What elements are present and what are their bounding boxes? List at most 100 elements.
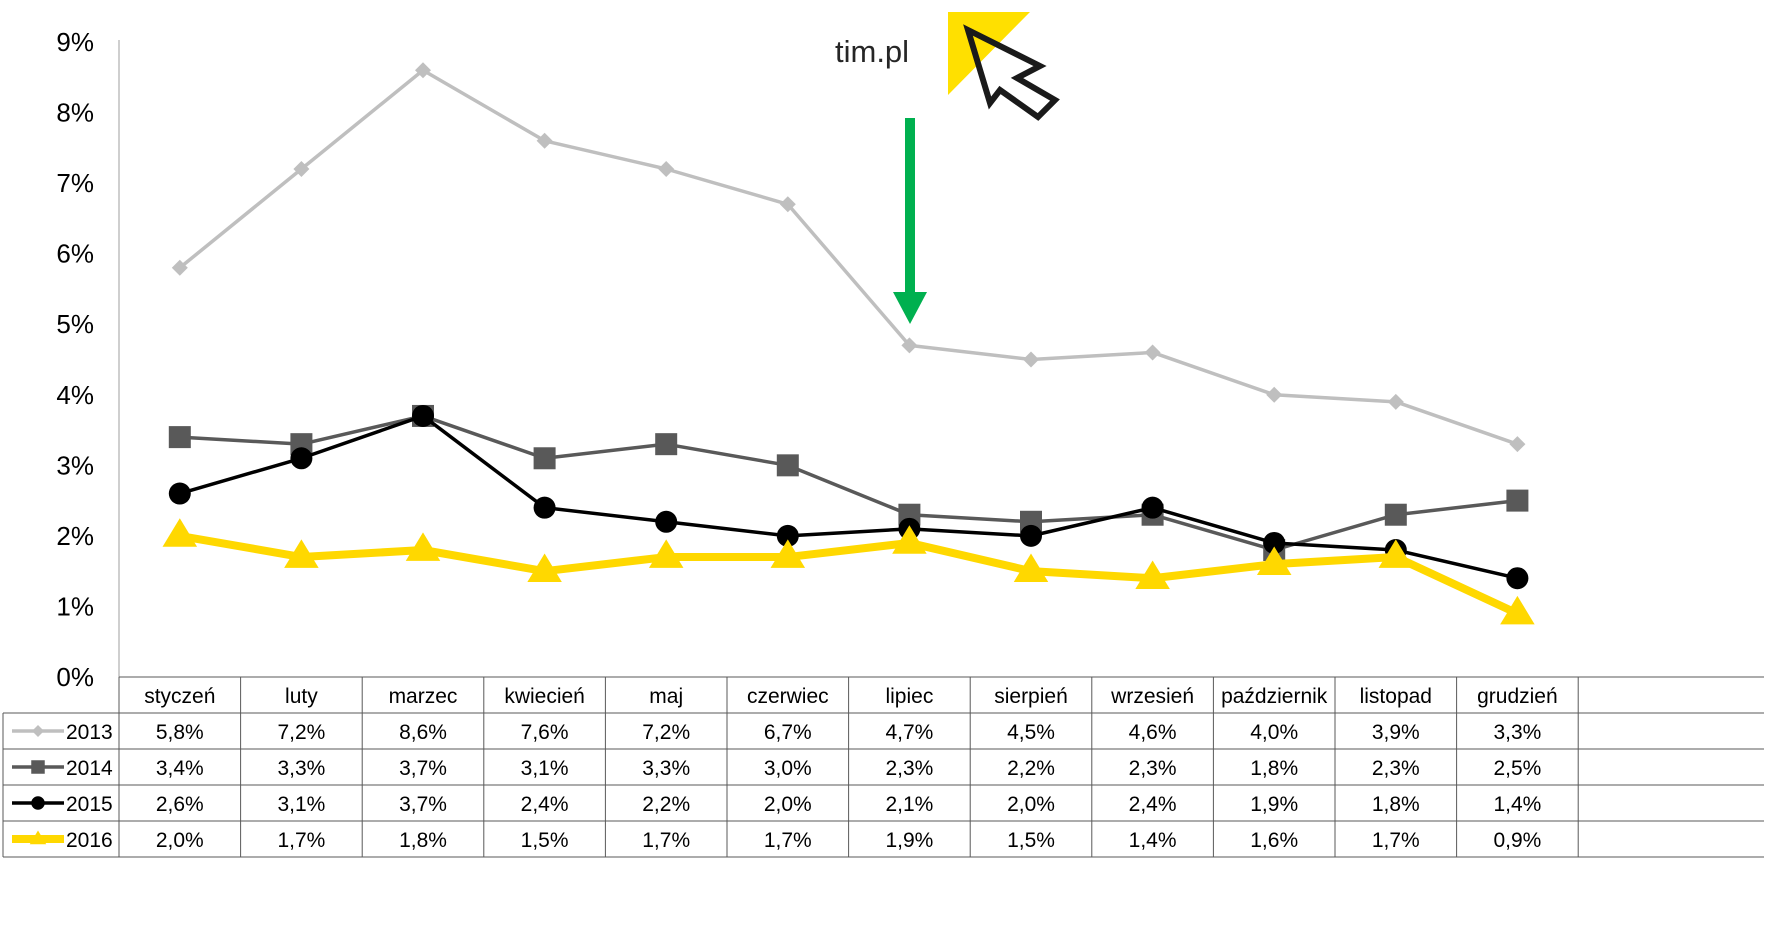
- y-tick-label: 4%: [56, 380, 94, 410]
- legend-key-2016: [12, 830, 64, 845]
- table-cell-value: 3,1%: [277, 793, 325, 816]
- table-cell-value: 2,6%: [156, 793, 204, 816]
- table-cell-value: 1,4%: [1129, 829, 1177, 852]
- y-tick-label: 2%: [56, 521, 94, 551]
- table-cell-value: 1,7%: [764, 829, 812, 852]
- data-point-2016: [1500, 595, 1535, 625]
- table-cell-value: 2,3%: [885, 757, 933, 780]
- category-label: maj: [649, 685, 683, 708]
- data-point-2013: [293, 161, 310, 177]
- series-2016: [162, 518, 1535, 625]
- table-row: 2013 5,8% 7,2% 8,6% 7,6% 7,2% 6,7% 4,7% 4,5% 4,6%…: [12, 721, 1541, 744]
- arrow-down-icon: [893, 118, 927, 324]
- data-point-2014: [168, 426, 191, 449]
- data-point-2013: [1023, 351, 1039, 368]
- table-cell-value: 1,6%: [1250, 829, 1298, 852]
- table-cell-value: 4,6%: [1129, 721, 1177, 744]
- table-cell-value: 2,2%: [642, 793, 690, 816]
- logo-text: tim.pl: [835, 34, 909, 69]
- table-cell-value: 1,8%: [399, 829, 447, 852]
- table-cell-value: 4,0%: [1250, 721, 1298, 744]
- data-point-2015: [1141, 496, 1164, 519]
- category-label: kwiecień: [504, 685, 585, 708]
- data-point-2015: [776, 524, 799, 547]
- data-point-2013: [415, 62, 431, 79]
- data-point-2013: [779, 196, 796, 213]
- table-cell-value: 4,7%: [885, 721, 933, 744]
- category-label: luty: [285, 685, 318, 708]
- table-cell-value: 2,3%: [1372, 757, 1420, 780]
- data-point-2016: [648, 539, 684, 568]
- table-cell-value: 2,1%: [885, 793, 933, 816]
- data-point-2015: [290, 447, 313, 470]
- y-tick-label: 1%: [56, 591, 94, 621]
- y-tick-label: 5%: [56, 309, 94, 339]
- legend-key-2013: [12, 725, 64, 737]
- data-point-2014: [533, 447, 556, 470]
- table-cell-value: 1,7%: [642, 829, 690, 852]
- cursor-icon: [963, 24, 1060, 121]
- table-cell-value: 2,4%: [1129, 793, 1177, 816]
- series-layer: [162, 62, 1535, 625]
- table-cell-value: 1,8%: [1250, 757, 1298, 780]
- y-tick-label: 8%: [56, 98, 94, 128]
- data-point-2015: [655, 510, 678, 533]
- table-cell-value: 3,7%: [399, 757, 447, 780]
- data-point-2015: [533, 496, 556, 519]
- table-cell-value: 3,3%: [1493, 721, 1541, 744]
- data-point-2016: [892, 525, 927, 554]
- y-axis-ticks: 0% 1% 2% 3% 4% 5% 6% 7% 8% 9%: [56, 27, 94, 692]
- category-label: lipiec: [885, 685, 933, 708]
- table-cell-value: 1,5%: [1007, 829, 1055, 852]
- legend-label: 2013: [66, 721, 113, 744]
- data-point-2016: [527, 553, 562, 582]
- data-point-2015: [1263, 531, 1286, 554]
- data-point-2013: [1509, 436, 1526, 453]
- table-cell-value: 3,9%: [1372, 721, 1420, 744]
- data-point-2016: [284, 539, 319, 568]
- series-2013: [171, 62, 1526, 453]
- table-cell-value: 1,9%: [1250, 793, 1298, 816]
- data-point-2016: [770, 539, 806, 568]
- y-tick-label: 0%: [56, 662, 94, 692]
- table-cell-value: 3,4%: [156, 757, 204, 780]
- tim-logo: tim.pl: [835, 12, 1060, 121]
- table-cell-value: 3,0%: [764, 757, 812, 780]
- data-point-2013: [658, 161, 675, 177]
- series-line-2015: [179, 414, 1518, 580]
- legend-marker: [31, 760, 45, 774]
- table-cell-value: 8,6%: [399, 721, 447, 744]
- table-cell-value: 1,5%: [521, 829, 569, 852]
- category-label: listopad: [1360, 685, 1432, 708]
- series-2014: [168, 404, 1529, 561]
- y-tick-label: 6%: [56, 239, 94, 269]
- data-point-2014: [1384, 503, 1407, 526]
- legend-label: 2015: [66, 793, 113, 816]
- table-cell-value: 1,7%: [277, 829, 325, 852]
- table-cell-value: 2,5%: [1493, 757, 1541, 780]
- category-label: sierpień: [994, 685, 1068, 708]
- series-line-2013: [178, 68, 1518, 446]
- table-cell-value: 3,1%: [521, 757, 569, 780]
- data-point-2013: [171, 259, 188, 276]
- table-cell-value: 2,3%: [1129, 757, 1177, 780]
- table-cell-value: 4,5%: [1007, 721, 1055, 744]
- legend-key-2015: [12, 796, 64, 810]
- table-cell-value: 1,4%: [1493, 793, 1541, 816]
- table-row: 2014 3,4% 3,3% 3,7% 3,1% 3,3% 3,0% 2,3% 2,2% 2,3%…: [12, 757, 1541, 780]
- data-point-2016: [1013, 553, 1049, 582]
- arrow-shaft: [905, 118, 915, 296]
- data-point-2013: [901, 337, 918, 354]
- series-line-2014: [179, 414, 1518, 552]
- table-cell-value: 2,0%: [1007, 793, 1055, 816]
- series-line-2016: [179, 531, 1520, 618]
- y-tick-label: 9%: [56, 27, 94, 57]
- table-cell-value: 1,8%: [1372, 793, 1420, 816]
- data-point-2013: [1266, 386, 1283, 403]
- data-point-2013: [1387, 393, 1404, 410]
- category-label: wrzesień: [1110, 685, 1194, 708]
- table-cell-value: 6,7%: [764, 721, 812, 744]
- data-point-2015: [1020, 524, 1042, 547]
- table-row: 2015 2,6% 3,1% 3,7% 2,4% 2,2% 2,0% 2,1% 2,0% 2,4%…: [12, 793, 1541, 816]
- table-cell-value: 7,6%: [521, 721, 569, 744]
